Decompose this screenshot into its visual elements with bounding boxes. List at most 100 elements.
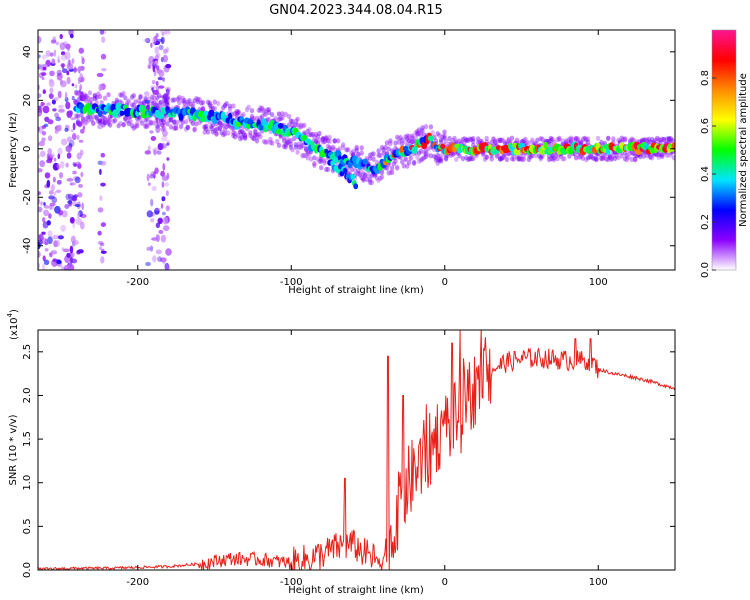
spectrogram-halo-cell [438, 156, 444, 162]
spectrogram-noise-cell [77, 121, 83, 127]
spectrogram-halo-cell [281, 135, 287, 141]
spectrogram-halo-cell [552, 155, 557, 161]
spectrogram-halo-cell [195, 99, 201, 105]
spectrogram-halo-cell [428, 124, 434, 130]
spectrogram-noise-cell [77, 249, 84, 254]
spectrogram-noise-cell [150, 198, 154, 207]
spectrogram-halo-cell [438, 158, 444, 164]
spectrogram-halo-cell [425, 152, 430, 158]
spectrogram-halo-cell [170, 97, 175, 103]
spectrogram-noise-cell [65, 145, 72, 153]
spectrogram-noise-cell [166, 157, 170, 161]
spectrogram-noise-cell [66, 70, 70, 76]
spectrogram-halo-cell [177, 99, 182, 106]
spectrogram-halo-cell [200, 99, 206, 106]
spectrogram-halo-cell [354, 145, 359, 151]
spectrogram-noise-cell [164, 182, 170, 187]
spectrogram-halo-cell [123, 95, 128, 101]
spectrogram-noise-cell [165, 190, 169, 197]
spectrogram-halo-cell [484, 135, 489, 141]
spectrogram-noise-cell [100, 256, 105, 264]
spectrogram-noise-cell [62, 68, 68, 74]
colorbar-tick-label: 0.8 [700, 70, 711, 86]
spectrogram-noise-cell [66, 177, 74, 182]
spectrogram-halo-cell [523, 136, 528, 142]
spectrogram-halo-cell [435, 157, 440, 163]
spectrogram-noise-cell [101, 68, 107, 72]
spectrogram-halo-cell [516, 156, 521, 162]
spectrogram-noise-cell [44, 172, 51, 179]
spectrogram-halo-cell [280, 111, 285, 117]
spectrogram-noise-cell [155, 81, 159, 86]
spectrogram-halo-cell [560, 156, 565, 162]
spectrogram-noise-cell [56, 259, 62, 265]
spectrogram-halo-cell [476, 139, 481, 146]
spectrogram-noise-cell [78, 183, 83, 188]
spectrogram-noise-cell [56, 163, 60, 169]
spectrogram-halo-cell [378, 152, 383, 159]
spectrogram-noise-cell [154, 167, 159, 174]
spectrogram-noise-cell [71, 95, 75, 101]
spectrogram-halo-cell [212, 105, 217, 112]
spectrogram-halo-cell [624, 157, 629, 163]
spectrogram-noise-cell [99, 30, 105, 35]
spectrogram-halo-cell [320, 139, 326, 145]
spectrogram-noise-cell [163, 48, 168, 54]
spectrogram-halo-cell [422, 155, 427, 161]
spectrogram-noise-cell [48, 195, 55, 200]
spectrogram-noise-cell [72, 170, 77, 175]
spectrogram-halo-cell [84, 119, 89, 125]
spectrogram-halo-cell [254, 132, 260, 138]
spectrogram-noise-cell [69, 33, 74, 39]
spectrogram-halo-cell [297, 144, 302, 150]
spectrogram-halo-cell [148, 120, 153, 126]
spectrogram-halo-cell [268, 139, 273, 145]
spectrogram-halo-cell [422, 149, 427, 155]
spectrogram-halo-cell [145, 116, 150, 122]
spectrogram-halo-cell [381, 147, 386, 153]
spectrogram-noise-cell [69, 245, 74, 254]
spectrogram-halo-cell [521, 156, 526, 162]
spectrogram-noise-cell [74, 84, 78, 89]
spectrogram-halo-cell [356, 151, 361, 157]
spectrogram-noise-cell [57, 55, 60, 63]
spectrogram-halo-cell [308, 156, 314, 162]
spectrogram-halo-cell [135, 120, 140, 126]
spectrogram-noise-cell [55, 116, 62, 122]
spectrogram-halo-cell [668, 138, 673, 144]
spectrogram-noise-cell [47, 230, 53, 237]
spectrogram-halo-cell [283, 111, 288, 117]
spectrogram-noise-cell [49, 87, 54, 94]
spectrogram-halo-cell [411, 160, 417, 166]
spectrogram-halo-cell [361, 177, 366, 183]
snr-y-ticks: 0.0 0.5 1.0 1.5 2.0 2.5 [22, 344, 675, 578]
spectrogram-halo-cell [492, 139, 498, 146]
spectrogram-halo-cell [145, 122, 150, 128]
spectrogram-halo-cell [263, 139, 268, 145]
spectrogram-halo-cell [97, 94, 103, 100]
spectrogram-halo-cell [129, 94, 135, 100]
spectrogram-ridge-cell [543, 141, 549, 149]
spectrogram-halo-cell [227, 106, 233, 112]
spectrogram-halo-cell [288, 144, 293, 150]
spectrogram-halo-cell [395, 134, 400, 140]
spectrogram-halo-cell [498, 156, 503, 162]
spectrogram-halo-cell [438, 139, 444, 145]
spectrogram-halo-cell [611, 136, 616, 142]
spectrogram-halo-cell [381, 149, 386, 155]
spectrogram-noise-cell [157, 76, 163, 81]
spectrogram-noise-cell [149, 245, 154, 252]
spectrogram-halo-cell [214, 130, 219, 136]
spectrogram-halo-cell [435, 131, 440, 137]
spectrogram-halo-cell [322, 158, 327, 164]
spectrogram-halo-cell [278, 116, 283, 122]
spectrogram-noise-cell [38, 93, 42, 98]
spectrogram-noise-cell [81, 202, 84, 211]
colorbar-tick-label: 0.0 [700, 262, 711, 278]
spectrogram-halo-cell [190, 101, 196, 107]
spectrogram-halo-cell [183, 126, 189, 132]
spectrogram-noise-cell [161, 181, 165, 188]
spectrogram-halo-cell [101, 122, 106, 128]
spectrogram-halo-cell [435, 160, 440, 166]
